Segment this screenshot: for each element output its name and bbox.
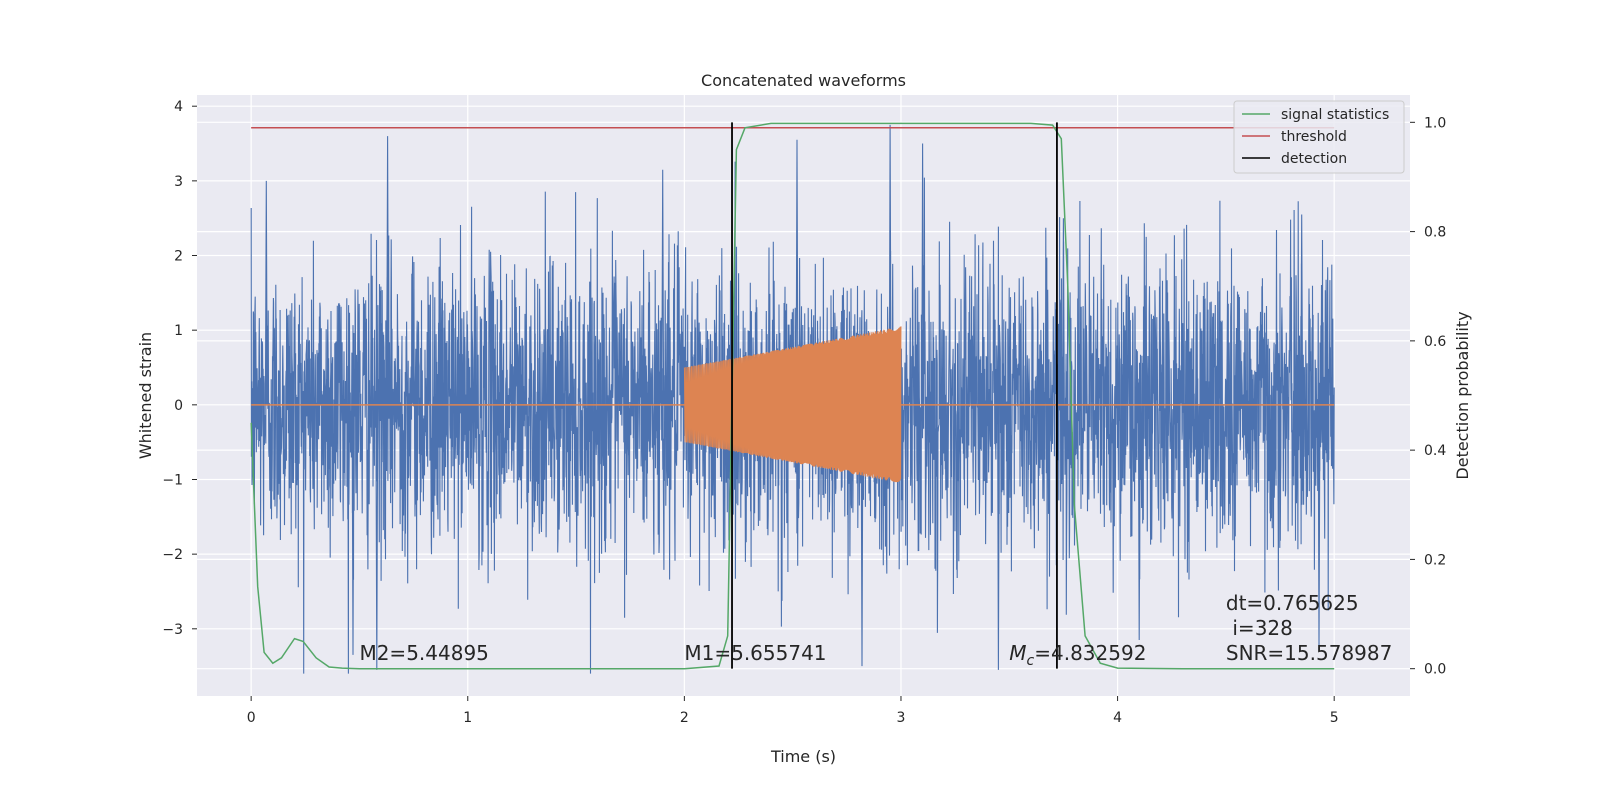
x-tick-label: 2 xyxy=(680,710,689,726)
x-tick-label: 5 xyxy=(1330,710,1339,726)
y2-tick-label: 0.6 xyxy=(1424,334,1446,350)
mc-subscript: c xyxy=(1027,653,1035,669)
signal-statistics-line xyxy=(250,122,1335,670)
signal-waveform xyxy=(683,326,902,483)
y-tick-label: 1 xyxy=(174,323,183,339)
x-axis-ticks: 0 1 2 3 4 5 xyxy=(247,696,1339,726)
y-tick-label: 2 xyxy=(174,249,183,265)
legend-label-threshold: threshold xyxy=(1281,129,1347,145)
annotation-m1: M1=5.655741 xyxy=(684,641,826,665)
y-tick-label: 4 xyxy=(174,99,183,115)
y2-tick-label: 0.4 xyxy=(1424,443,1446,459)
annotation-i: i=328 xyxy=(1232,616,1293,640)
x-tick-label: 1 xyxy=(463,710,472,726)
legend: signal statistics threshold detection xyxy=(1233,100,1405,174)
x-axis-label: Time (s) xyxy=(770,747,836,766)
detection-lines xyxy=(731,122,1058,669)
y2-tick-label: 0.2 xyxy=(1424,552,1446,568)
legend-box xyxy=(1233,100,1405,174)
x-tick-label: 3 xyxy=(897,710,906,726)
annotation-snr: SNR=15.578987 xyxy=(1226,641,1392,665)
chart-title: Concatenated waveforms xyxy=(701,71,906,90)
y2-tick-label: 0.8 xyxy=(1424,225,1446,241)
y-tick-label: 3 xyxy=(174,174,183,190)
mc-symbol: M xyxy=(1009,641,1026,665)
y2-axis-label: Detection probability xyxy=(1453,311,1472,479)
annotation-dt: dt=0.765625 xyxy=(1226,591,1359,615)
y-tick-label: −2 xyxy=(162,547,183,563)
y2-tick-label: 1.0 xyxy=(1424,115,1446,131)
y2-axis-ticks: 0.0 0.2 0.4 0.6 0.8 1.0 xyxy=(1410,115,1446,678)
annotation-mc: Mc=4.832592 xyxy=(1009,641,1146,669)
legend-label-detection: detection xyxy=(1281,151,1347,167)
legend-label-signal-statistics: signal statistics xyxy=(1281,107,1389,123)
y-tick-label: −3 xyxy=(162,622,183,638)
y2-tick-label: 0.0 xyxy=(1424,662,1446,678)
y-axis-label: Whitened strain xyxy=(136,332,155,459)
y-tick-label: −1 xyxy=(162,472,183,488)
annotation-m2: M2=5.44895 xyxy=(359,641,488,665)
y-tick-label: 0 xyxy=(174,398,183,414)
x-tick-label: 4 xyxy=(1113,710,1122,726)
y-axis-ticks: −3 −2 −1 0 1 2 3 4 xyxy=(162,99,197,638)
x-tick-label: 0 xyxy=(247,710,256,726)
mc-value: =4.832592 xyxy=(1034,641,1146,665)
